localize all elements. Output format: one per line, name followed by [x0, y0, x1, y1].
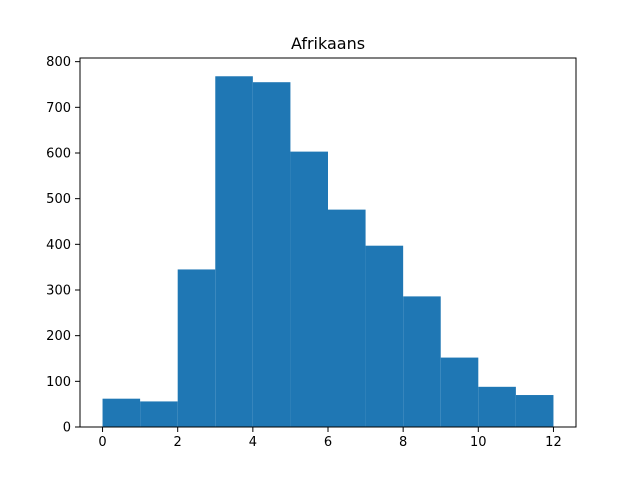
x-tick-label-2: 4: [249, 435, 257, 450]
y-tick-label-5: 500: [46, 192, 71, 207]
histogram-bar-1: [140, 401, 178, 427]
x-tick-label-0: 0: [98, 435, 106, 450]
histogram-bar-4: [252, 82, 291, 427]
y-tick-label-6: 600: [46, 146, 71, 161]
y-tick-label-2: 200: [46, 329, 71, 344]
bars-group: [102, 76, 554, 427]
y-tick-label-8: 800: [46, 55, 71, 70]
x-tick-label-4: 8: [399, 435, 407, 450]
x-tick-label-3: 6: [324, 435, 332, 450]
y-tick-label-7: 700: [46, 101, 71, 116]
y-tick-label-1: 100: [46, 375, 71, 390]
histogram-bar-2: [177, 269, 216, 427]
y-tick-label-3: 300: [46, 283, 71, 298]
histogram-bar-3: [215, 76, 253, 427]
y-axis: 0 100 200 300 400 500 600 700 800: [46, 55, 80, 436]
y-tick-label-0: 0: [63, 421, 71, 436]
histogram-bar-6: [328, 209, 366, 427]
histogram-bar-8: [403, 296, 441, 427]
histogram-bar-9: [440, 357, 479, 427]
histogram-bar-10: [478, 386, 516, 427]
y-tick-label-4: 400: [46, 238, 71, 253]
x-tick-label-6: 12: [545, 435, 562, 450]
histogram-bar-5: [290, 151, 328, 427]
x-axis: 0 2 4 6 8 10 12: [98, 427, 562, 450]
histogram-bar-7: [365, 245, 404, 427]
plot-frame: [79, 57, 577, 428]
chart-title: Afrikaans: [291, 34, 365, 53]
histogram-bar-11: [515, 395, 554, 427]
histogram-bar-0: [102, 398, 141, 427]
x-tick-label-1: 2: [174, 435, 182, 450]
x-tick-label-5: 10: [470, 435, 487, 450]
